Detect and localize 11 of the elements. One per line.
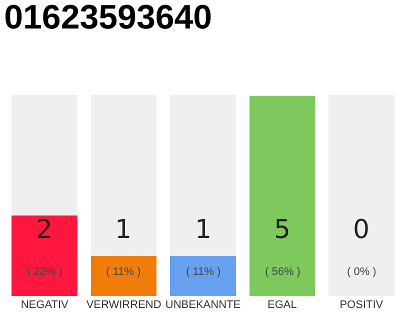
data-label: 0 ( 0% )	[347, 215, 376, 278]
data-label: 2 ( 22% )	[27, 215, 62, 278]
x-tick-label: NEGATIV	[20, 299, 69, 311]
data-label: 5 ( 56% )	[265, 215, 300, 278]
chart-title: 01623593640	[4, 0, 212, 37]
x-tick-label: UNBEKANNTE	[165, 299, 241, 311]
x-tick-label: POSITIV	[340, 299, 384, 311]
data-label: 1 ( 11% )	[106, 215, 141, 278]
x-tick-label: EGAL	[268, 299, 297, 311]
x-tick-label: VERWIRREND	[86, 299, 162, 311]
data-label: 1 ( 11% )	[186, 215, 221, 278]
